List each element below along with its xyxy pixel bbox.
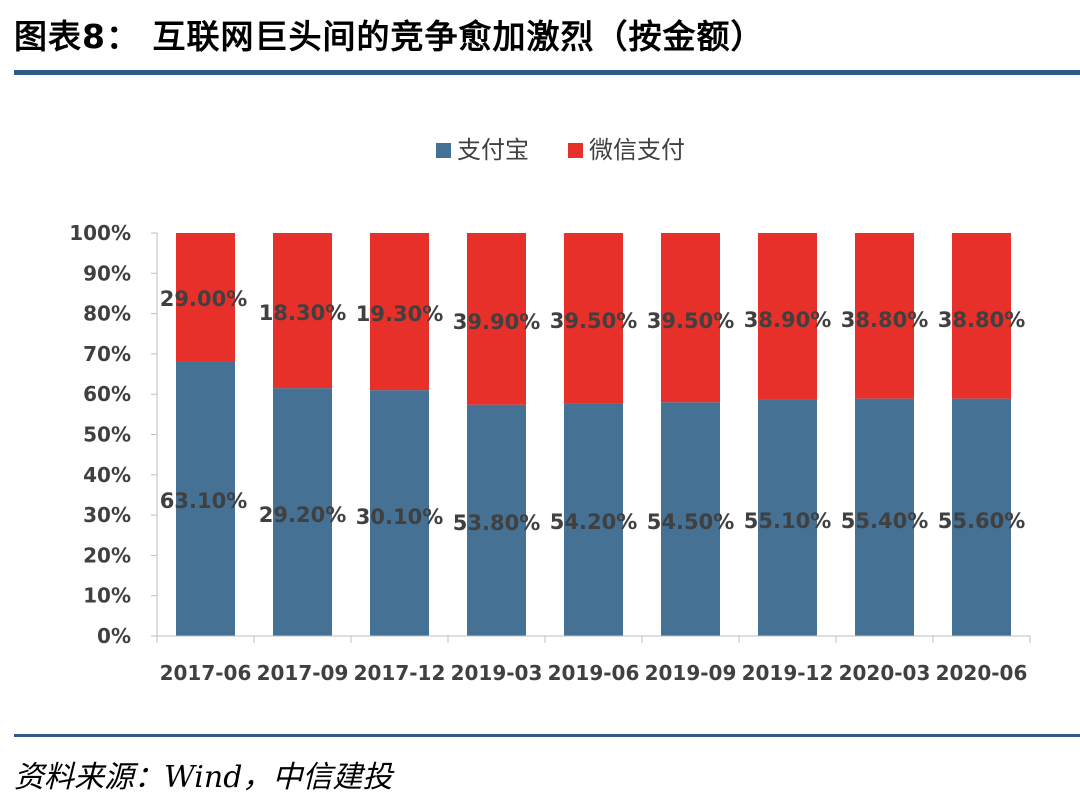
data-label-alipay-2017-06: 63.10% xyxy=(160,489,247,513)
data-label-alipay-2019-06: 54.20% xyxy=(550,510,637,534)
bar-wechat-2020-06 xyxy=(952,233,1011,399)
y-tick-label: 30% xyxy=(83,503,131,527)
data-label-wechat-2019-12: 38.90% xyxy=(744,308,831,332)
data-label-wechat-2017-12: 19.30% xyxy=(356,302,443,326)
bar-wechat-2019-06 xyxy=(564,233,623,404)
y-tick-label: 40% xyxy=(83,463,131,487)
legend-swatch-alipay xyxy=(436,143,451,158)
bar-wechat-2019-03 xyxy=(467,233,526,405)
bar-alipay-2019-03 xyxy=(467,404,526,636)
legend-swatch-wechat xyxy=(568,143,583,158)
data-label-wechat-2019-06: 39.50% xyxy=(550,309,637,333)
bar-wechat-2019-12 xyxy=(758,233,817,400)
y-tick-label: 80% xyxy=(83,302,131,326)
y-tick-label: 90% xyxy=(83,261,131,285)
x-tick-label: 2019-09 xyxy=(645,661,737,685)
bar-wechat-2017-12 xyxy=(370,233,429,391)
data-label-wechat-2019-03: 39.90% xyxy=(453,310,540,334)
bar-wechat-2020-03 xyxy=(855,233,914,399)
legend-label-wechat: 微信支付 xyxy=(589,136,685,164)
data-label-wechat-2020-06: 38.80% xyxy=(938,308,1025,332)
y-tick-label: 20% xyxy=(83,543,131,567)
data-label-alipay-2019-12: 55.10% xyxy=(744,509,831,533)
data-label-wechat-2017-09: 18.30% xyxy=(259,301,346,325)
y-tick-label: 60% xyxy=(83,382,131,406)
data-label-alipay-2019-09: 54.50% xyxy=(647,510,734,534)
bar-alipay-2019-12 xyxy=(758,399,817,636)
data-labels-layer: 63.10% 29.00% 29.20% 18.30% 30.10% 19.30% 53.8… xyxy=(160,287,1025,535)
x-tick-label: 2017-09 xyxy=(257,661,349,685)
chart-title: 图表8： 互联网巨头间的竞争愈加激烈（按金额） xyxy=(14,17,765,56)
chart-legend: 支付宝 微信支付 xyxy=(436,136,685,164)
y-tick-label: 100% xyxy=(69,221,131,245)
bars-layer xyxy=(176,233,1011,636)
data-label-wechat-2020-03: 38.80% xyxy=(841,308,928,332)
y-tick-label: 10% xyxy=(83,584,131,608)
title-divider xyxy=(14,70,1080,75)
legend-label-alipay: 支付宝 xyxy=(457,136,529,164)
bar-alipay-2019-09 xyxy=(661,402,720,636)
y-tick-label: 0% xyxy=(97,624,131,648)
data-label-alipay-2017-12: 30.10% xyxy=(356,505,443,529)
data-label-wechat-2019-09: 39.50% xyxy=(647,309,734,333)
bar-alipay-2020-03 xyxy=(855,398,914,636)
bar-alipay-2019-06 xyxy=(564,403,623,636)
bar-alipay-2020-06 xyxy=(952,398,1011,636)
data-label-alipay-2020-06: 55.60% xyxy=(938,509,1025,533)
x-tick-label: 2019-03 xyxy=(451,661,543,685)
x-tick-label: 2019-12 xyxy=(742,661,834,685)
bar-wechat-2017-09 xyxy=(273,233,332,389)
footer-divider xyxy=(14,734,1080,737)
x-axis: 2017-06 2017-09 2017-12 2019-03 2019-06 2019-… xyxy=(156,635,1031,685)
data-label-alipay-2017-09: 29.20% xyxy=(259,503,346,527)
bar-alipay-2017-06 xyxy=(176,361,235,636)
y-axis: 0% 10% 20% 30% 40% 50% 60% 70% 80% 90% 100% xyxy=(69,221,158,648)
data-label-wechat-2017-06: 29.00% xyxy=(160,287,247,311)
source-note: 资料来源：Wind，中信建投 xyxy=(14,760,393,795)
data-label-alipay-2019-03: 53.80% xyxy=(453,511,540,535)
bar-wechat-2019-09 xyxy=(661,233,720,403)
x-tick-label: 2017-06 xyxy=(160,661,252,685)
y-tick-label: 70% xyxy=(83,342,131,366)
bar-alipay-2017-12 xyxy=(370,390,429,636)
x-tick-label: 2019-06 xyxy=(548,661,640,685)
stacked-bar-chart: 支付宝 微信支付 0% 10% 20% 30% 40% 50% 60% 70% 80% 90% 100… xyxy=(69,136,1031,685)
x-tick-label: 2017-12 xyxy=(354,661,446,685)
x-tick-label: 2020-03 xyxy=(839,661,931,685)
y-tick-label: 50% xyxy=(83,423,131,447)
bar-alipay-2017-09 xyxy=(273,388,332,636)
data-label-alipay-2020-03: 55.40% xyxy=(841,509,928,533)
bar-wechat-2017-06 xyxy=(176,233,235,362)
x-tick-label: 2020-06 xyxy=(936,661,1028,685)
